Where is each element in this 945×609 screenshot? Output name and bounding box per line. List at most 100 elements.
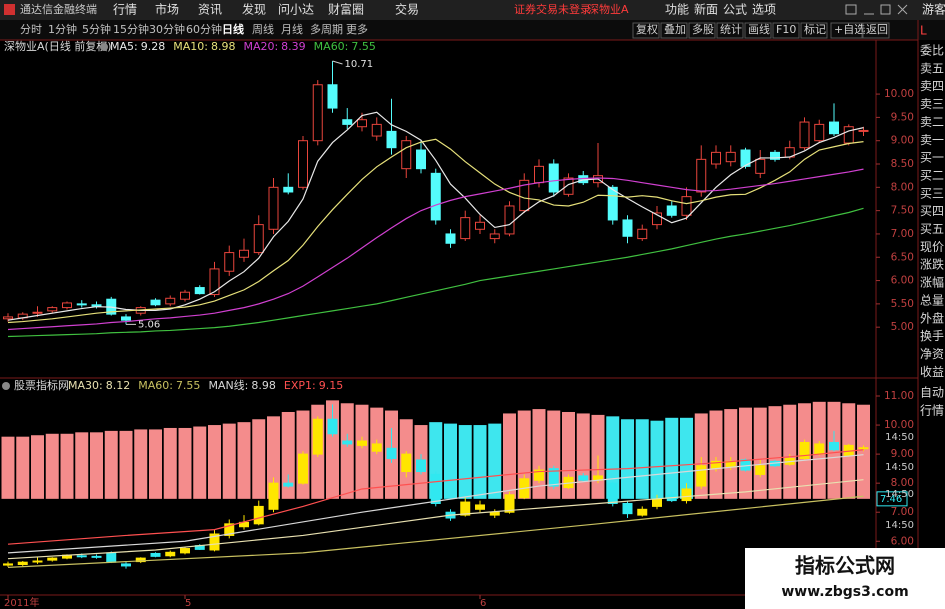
side-label[interactable]: 委比: [920, 44, 944, 58]
candle-body: [91, 555, 102, 558]
candle-body: [460, 217, 471, 240]
side-label[interactable]: 买四: [920, 204, 944, 218]
side-label[interactable]: 收益: [920, 365, 944, 379]
candle-body: [548, 163, 559, 193]
period-button[interactable]: 5分钟: [82, 22, 111, 36]
tool-button[interactable]: 返回: [866, 23, 888, 36]
tool-button[interactable]: 复权: [636, 22, 658, 36]
y-tick-label: 9.50: [891, 111, 914, 123]
side-label[interactable]: L: [920, 24, 927, 38]
candle-body: [652, 498, 662, 507]
period-button[interactable]: 1分钟: [48, 22, 77, 36]
candle-body: [342, 440, 353, 445]
side-label[interactable]: 卖四: [920, 79, 944, 93]
side-label[interactable]: 卖五: [920, 61, 944, 75]
period-button[interactable]: 30分钟: [149, 22, 185, 36]
side-label[interactable]: 买二: [920, 168, 944, 182]
menu-item[interactable]: 发现: [242, 2, 266, 17]
side-label[interactable]: 净资: [920, 347, 944, 361]
period-button[interactable]: 分时: [20, 23, 42, 36]
y-tick-label: 6.50: [891, 251, 914, 263]
period-button[interactable]: 月线: [281, 22, 303, 36]
indicator-bar: [650, 420, 664, 499]
candle-body: [430, 172, 441, 221]
indicator-bar: [621, 419, 634, 499]
right-menu-item[interactable]: 公式: [723, 3, 747, 17]
tool-button[interactable]: 统计: [720, 23, 742, 36]
window-controls[interactable]: [845, 4, 908, 15]
period-button[interactable]: 更多: [346, 22, 368, 36]
side-label[interactable]: 卖三: [920, 97, 944, 111]
right-menu-item[interactable]: 新面: [694, 2, 718, 17]
indicator-bar: [753, 407, 767, 499]
menu-item[interactable]: 交易: [395, 2, 419, 17]
side-label[interactable]: 自动: [920, 386, 944, 400]
menu-button[interactable]: [845, 4, 857, 15]
candle-body: [165, 551, 176, 557]
side-label[interactable]: 涨幅: [920, 275, 944, 290]
tool-frame: [632, 22, 660, 39]
panel-icon: [100, 43, 108, 51]
side-label[interactable]: 现价: [920, 240, 944, 254]
tool-button[interactable]: 画线: [748, 22, 770, 36]
y-tick-label: 8.00: [891, 477, 914, 489]
indicator-bar: [45, 433, 59, 499]
right-menu-item[interactable]: 功能: [665, 3, 689, 17]
side-label[interactable]: 总量: [920, 293, 944, 307]
period-button[interactable]: 周线: [252, 22, 274, 36]
period-button[interactable]: 60分钟: [186, 22, 222, 36]
status-text[interactable]: 深物业A: [588, 2, 629, 16]
candle-body: [209, 268, 220, 296]
candle-body: [239, 249, 249, 258]
app-logo: [4, 4, 15, 15]
legend-value: 8.98: [251, 379, 276, 392]
status-text[interactable]: 证券交易未登录: [514, 2, 591, 16]
tool-button[interactable]: 叠加: [664, 23, 686, 36]
tool-button[interactable]: 多股: [692, 22, 714, 36]
side-label[interactable]: 买五: [920, 222, 944, 236]
side-label[interactable]: 买三: [920, 186, 944, 200]
menu-item[interactable]: 财富圈: [328, 2, 364, 17]
indicator-line: [7, 449, 864, 545]
y-tick-label: 8.50: [891, 158, 914, 170]
period-button[interactable]: 15分钟: [113, 22, 149, 36]
candle-body: [489, 511, 500, 516]
maximize[interactable]: [880, 4, 891, 15]
indicator-bar: [119, 430, 133, 499]
tool-button[interactable]: F10: [776, 23, 796, 36]
y-tick-label: 7.50: [891, 205, 914, 217]
menu-item[interactable]: 行情: [113, 3, 137, 17]
side-label[interactable]: 卖二: [920, 115, 944, 129]
tool-button[interactable]: 标记: [804, 22, 826, 36]
menu-item[interactable]: 市场: [155, 2, 179, 17]
watermark-url: www.zbgs3.com: [781, 584, 908, 600]
menu-item[interactable]: 问小达: [278, 3, 314, 17]
side-label[interactable]: 行情: [920, 404, 944, 418]
indicator-line: [7, 454, 864, 554]
indicator-bar: [709, 410, 723, 499]
right-menu-item[interactable]: 选项: [752, 3, 776, 17]
tool-button[interactable]: +自选: [834, 23, 865, 36]
candle-body: [814, 443, 825, 455]
indicator-bar: [503, 413, 516, 499]
y-tick-label: 7.00: [891, 228, 914, 240]
y-tick-label: 6.00: [891, 275, 914, 287]
candle-body: [489, 233, 500, 240]
period-button[interactable]: 多周期: [310, 22, 343, 36]
candle-body: [637, 228, 648, 240]
legend-value: 8.39: [281, 40, 306, 53]
side-label[interactable]: 外盘: [920, 310, 944, 325]
side-label[interactable]: 换手: [920, 329, 944, 343]
user[interactable]: 游客: [922, 2, 945, 17]
side-label[interactable]: 卖一: [920, 133, 944, 147]
side-label[interactable]: 涨跌: [920, 257, 944, 272]
close[interactable]: [897, 4, 908, 15]
period-button[interactable]: 日线: [222, 22, 244, 36]
legend-name: MA60:: [314, 40, 349, 53]
base-label: 7.46: [880, 494, 902, 505]
app-title: 通达信金融终端: [20, 2, 97, 16]
side-label[interactable]: 买一: [920, 151, 944, 165]
legend-name: MA60:: [138, 379, 173, 392]
menu-item[interactable]: 资讯: [198, 3, 222, 17]
